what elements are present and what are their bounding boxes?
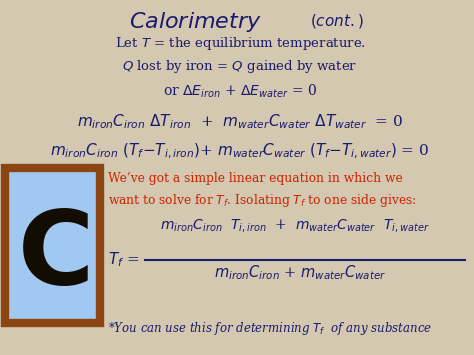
Text: or $\Delta E_{iron}$ + $\Delta E_{water}$ = 0: or $\Delta E_{iron}$ + $\Delta E_{water}… bbox=[163, 83, 317, 100]
Text: $\bf{C}$: $\bf{C}$ bbox=[17, 204, 88, 306]
Text: $m_{iron}C_{iron}$ $\Delta T_{iron}$  +  $m_{water}C_{water}$ $\Delta T_{water}$: $m_{iron}C_{iron}$ $\Delta T_{iron}$ + $… bbox=[77, 112, 403, 131]
Text: Let $\it{T}$ = the equilibrium temperature.: Let $\it{T}$ = the equilibrium temperatu… bbox=[115, 35, 365, 52]
Text: $\it{Q}$ lost by iron = $\it{Q}$ gained by water: $\it{Q}$ lost by iron = $\it{Q}$ gained … bbox=[122, 58, 357, 75]
Text: $m_{iron}C_{iron}$  $T_{i,iron}$  +  $m_{water}C_{water}$  $T_{i,water}$: $m_{iron}C_{iron}$ $T_{i,iron}$ + $m_{wa… bbox=[160, 217, 430, 234]
Text: $\mathbf{\it{Calorimetry}}$: $\mathbf{\it{Calorimetry}}$ bbox=[128, 10, 262, 34]
Text: *You can use this for determining $T_f$  of any substance: *You can use this for determining $T_f$ … bbox=[108, 320, 432, 337]
Text: We’ve got a simple linear equation in which we
want to solve for $T_f$. Isolatin: We’ve got a simple linear equation in wh… bbox=[108, 172, 417, 209]
Text: $(cont.)$: $(cont.)$ bbox=[310, 12, 364, 30]
Text: $m_{iron}C_{iron}$ $(T_f{-}T_{i,iron})$+ $m_{water}C_{water}$ $(T_f{-}T_{i,water: $m_{iron}C_{iron}$ $(T_f{-}T_{i,iron})$+… bbox=[50, 142, 429, 161]
Bar bbox=[5, 168, 100, 323]
Text: $T_f$ =: $T_f$ = bbox=[108, 251, 139, 269]
Text: $m_{iron}C_{iron}$ + $m_{water}C_{water}$: $m_{iron}C_{iron}$ + $m_{water}C_{water}… bbox=[214, 263, 386, 282]
